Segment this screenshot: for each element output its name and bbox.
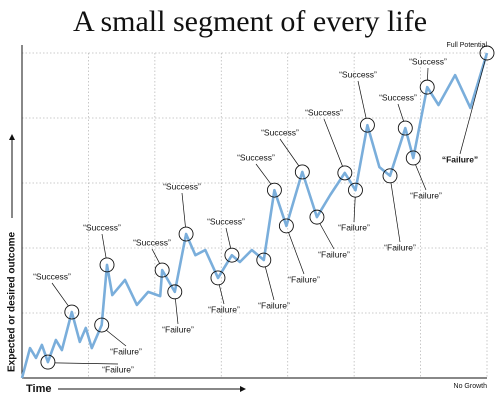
annotation-label: “Success”: [409, 56, 447, 66]
annotation-label: “Failure”: [410, 190, 442, 200]
annotation-label: “Success”: [163, 181, 201, 191]
leader-line: [357, 80, 367, 119]
y-arrow-head: [9, 134, 15, 140]
annotation-label: “Failure”: [288, 274, 320, 284]
annotation-marker: [397, 120, 413, 136]
annotation-marker: [419, 79, 435, 95]
leader-line: [225, 227, 232, 249]
annotation-marker: [405, 150, 421, 166]
leader-line: [175, 298, 179, 325]
annotation-label: “Success”: [33, 271, 71, 281]
annotation-marker: [337, 165, 353, 181]
leader-line: [264, 266, 275, 301]
leader-line: [279, 138, 300, 167]
chart-title: A small segment of every life: [73, 5, 427, 38]
leader-line: [415, 164, 427, 191]
leader-line: [459, 59, 486, 155]
annotation-marker: [94, 317, 110, 333]
annotation-marker: [278, 218, 294, 234]
annotation-marker: [64, 304, 80, 320]
annotation-label: “Success”: [379, 92, 417, 102]
annotation-label: “Success”: [133, 237, 171, 247]
annotation-marker: [167, 284, 183, 300]
annotation-label: “Failure”: [258, 300, 290, 310]
annotation-label: “Failure”: [102, 364, 134, 374]
annotation-marker: [178, 226, 194, 242]
leader-line: [323, 118, 343, 167]
leader-line: [218, 284, 225, 305]
leader-line: [397, 103, 404, 122]
annotation-marker: [224, 247, 240, 263]
annotation-marker: [266, 182, 282, 198]
leader-line: [427, 67, 429, 81]
leader-line: [51, 282, 69, 307]
leader-line: [353, 197, 356, 223]
annotation-label: “Failure”: [110, 346, 142, 356]
annotation-marker: [382, 168, 398, 184]
leader-line: [151, 248, 161, 264]
leader-line: [101, 233, 107, 259]
leader-line: [106, 329, 127, 347]
annotation-marker: [479, 45, 495, 61]
x-arrow-head: [240, 386, 246, 392]
annotation-label: “Failure”: [384, 242, 416, 252]
annotation-marker: [99, 257, 115, 273]
annotation-label: “Success”: [83, 222, 121, 232]
annotation-label: “Failure”: [318, 249, 350, 259]
annotation-label: “Success”: [207, 216, 245, 226]
annotation-marker: [256, 252, 272, 268]
annotation-label: “Success”: [305, 107, 343, 117]
annotation-marker: [294, 164, 310, 180]
annotation-label: “Failure”: [442, 154, 478, 164]
annotation-label: “Failure”: [208, 304, 240, 314]
annotation-label: “Failure”: [338, 222, 370, 232]
leader-line: [390, 182, 401, 243]
bottom-label: No Growth: [454, 383, 488, 390]
leader-line: [181, 192, 186, 228]
leader-line: [54, 362, 119, 365]
annotation-label: “Success”: [339, 69, 377, 79]
data-line: [20, 52, 489, 379]
top-label: Full Potential: [447, 42, 488, 49]
leader-line: [319, 223, 335, 250]
annotation-marker: [359, 117, 375, 133]
annotation-marker: [154, 262, 170, 278]
y-axis-label: Expected or desired outcome: [7, 232, 18, 372]
leader-line: [288, 232, 305, 275]
annotation-label: “Failure”: [162, 324, 194, 334]
x-axis-label: Time: [26, 383, 51, 395]
annotation-label: “Success”: [261, 127, 299, 137]
annotation-marker: [210, 270, 226, 286]
annotation-marker: [348, 182, 363, 198]
annotation-marker: [40, 354, 56, 370]
leader-line: [255, 163, 272, 185]
annotation-label: “Success”: [237, 152, 275, 162]
annotation-marker: [309, 209, 325, 225]
